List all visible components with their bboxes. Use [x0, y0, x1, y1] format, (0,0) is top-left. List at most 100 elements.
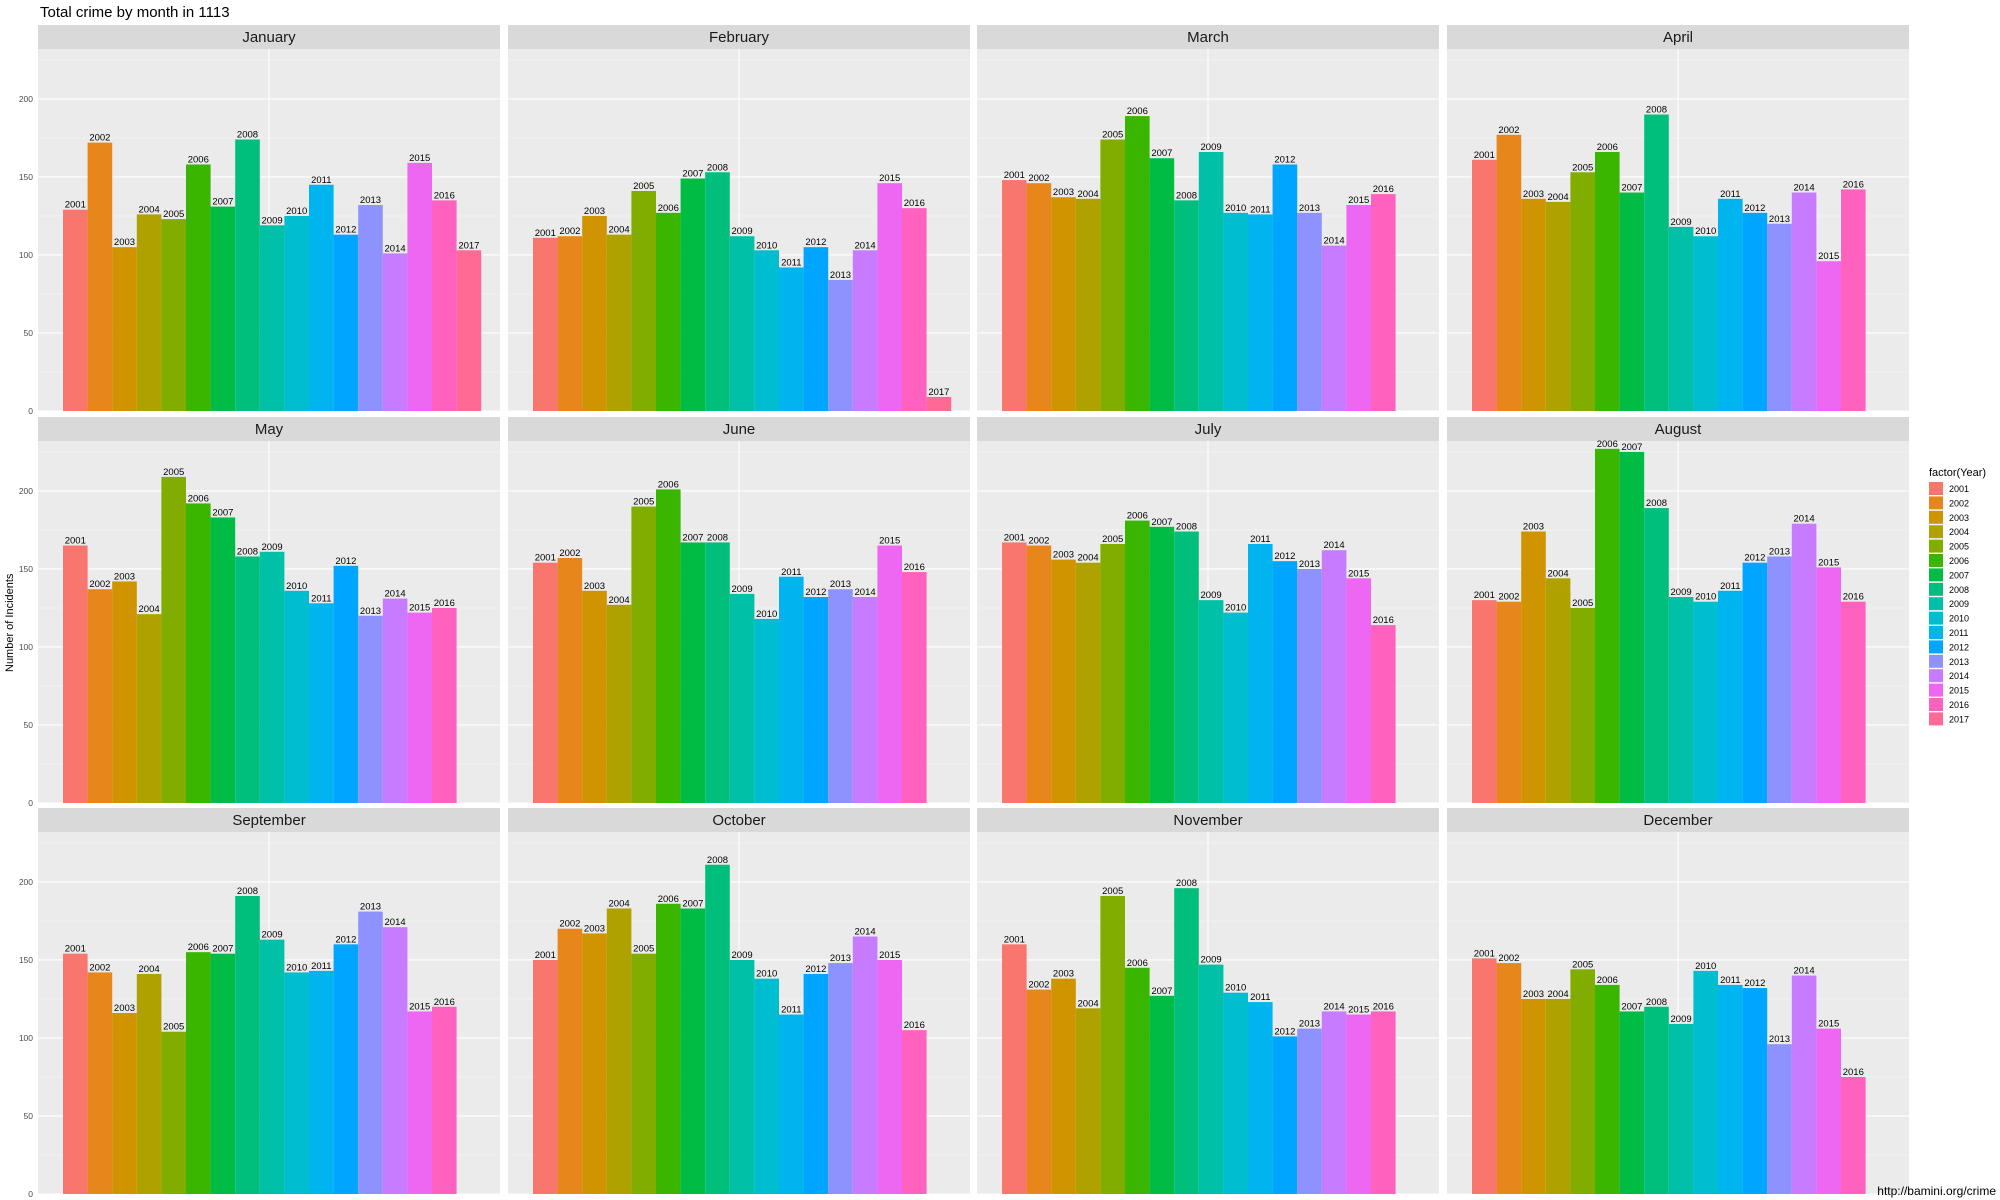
bar-2015	[1346, 1014, 1371, 1194]
bar-label-2007: 2007	[1621, 1001, 1642, 1012]
bar-2001	[1472, 958, 1497, 1194]
legend-label-2001: 2001	[1949, 484, 1969, 494]
facet-october: October 2001 2002 2003 2004 2005 2006 2007 2008 2…	[508, 808, 970, 1195]
legend-key-2001	[1929, 482, 1943, 495]
bar-label-2003: 2003	[584, 206, 605, 217]
bar-2015	[407, 612, 432, 803]
legend-title: factor(Year)	[1929, 467, 1986, 479]
bar-2005	[1570, 969, 1595, 1194]
bar-2012	[1272, 164, 1298, 411]
bar-2013	[828, 963, 853, 1194]
legend-key-2015	[1929, 683, 1943, 697]
bar-2008	[1174, 531, 1199, 803]
bar-2003	[582, 933, 607, 1194]
bar-label-2006: 2006	[658, 479, 679, 490]
bar-2008	[705, 172, 730, 411]
bar-2010	[284, 590, 309, 803]
bar-label-2003: 2003	[1523, 989, 1544, 1000]
bar-2015	[1816, 1028, 1841, 1194]
bar-2010	[1223, 612, 1248, 803]
bar-label-2013: 2013	[1299, 1019, 1320, 1030]
bar-label-2008: 2008	[1176, 522, 1197, 533]
bar-label-2004: 2004	[139, 604, 160, 615]
bar-label-2007: 2007	[1621, 442, 1642, 453]
bar-2008	[235, 895, 260, 1194]
bar-label-2012: 2012	[805, 964, 826, 975]
credit-link[interactable]: http://bamini.org/crime	[1877, 1184, 1996, 1198]
bar-2003	[1521, 531, 1546, 803]
bar-2008	[1644, 114, 1669, 411]
bar-2010	[754, 618, 779, 803]
bar-2016	[432, 607, 457, 803]
bar-label-2007: 2007	[212, 197, 233, 208]
bar-label-2007: 2007	[682, 169, 703, 180]
legend-key-2005	[1929, 539, 1943, 553]
bar-label-2016: 2016	[904, 562, 925, 573]
legend-label-2008: 2008	[1949, 585, 1969, 595]
facet-strip	[38, 808, 500, 832]
bar-label-2004: 2004	[1548, 989, 1569, 1000]
bar-label-2003: 2003	[584, 581, 605, 592]
bar-label-2012: 2012	[1744, 553, 1765, 564]
facet-strip	[508, 417, 970, 441]
bar-label-2002: 2002	[89, 962, 110, 973]
bar-label-2007: 2007	[682, 898, 703, 909]
bar-label-2011: 2011	[1250, 534, 1270, 545]
bar-label-2004: 2004	[609, 898, 630, 909]
facet-strip-label: November	[1173, 812, 1242, 829]
bar-label-2010: 2010	[1695, 226, 1716, 237]
bar-label-2010: 2010	[1225, 983, 1246, 994]
bar-2002	[87, 589, 113, 803]
bar-2005	[1100, 139, 1125, 411]
bar-2004	[1545, 998, 1571, 1194]
bar-label-2007: 2007	[1151, 148, 1172, 159]
bar-label-2009: 2009	[262, 542, 283, 553]
bar-label-2011: 2011	[781, 257, 801, 268]
bar-label-2009: 2009	[732, 950, 753, 961]
bar-label-2003: 2003	[1053, 550, 1074, 561]
bar-label-2008: 2008	[707, 532, 728, 543]
bar-label-2002: 2002	[559, 226, 580, 237]
bar-label-2004: 2004	[1078, 553, 1099, 564]
bar-label-2002: 2002	[1028, 980, 1049, 991]
bar-label-2011: 2011	[311, 961, 331, 972]
bar-label-2015: 2015	[409, 603, 430, 614]
bar-label-2003: 2003	[584, 923, 605, 934]
bar-2007	[210, 517, 236, 803]
bar-2012	[1742, 562, 1768, 803]
bar-2007	[680, 908, 706, 1194]
bar-label-2008: 2008	[1646, 105, 1667, 116]
facet-strip	[1447, 808, 1909, 832]
bar-2007	[1619, 1011, 1645, 1194]
bar-2014	[382, 598, 408, 803]
bar-2001	[1002, 944, 1027, 1194]
bar-2008	[705, 542, 730, 803]
legend-label-2010: 2010	[1949, 614, 1969, 624]
y-tick-label: 50	[24, 1111, 34, 1121]
bar-2008	[705, 864, 730, 1194]
bar-2011	[1718, 590, 1743, 803]
bar-label-2015: 2015	[879, 536, 900, 547]
bar-2009	[1198, 151, 1224, 411]
bar-label-2010: 2010	[756, 609, 777, 620]
bar-2014	[1791, 192, 1817, 411]
bar-2002	[1496, 601, 1522, 803]
bar-label-2004: 2004	[1548, 192, 1569, 203]
bar-2013	[358, 205, 383, 411]
bar-label-2006: 2006	[188, 154, 209, 165]
bar-2002	[1026, 545, 1052, 803]
bar-2010	[1223, 992, 1248, 1194]
legend: factor(Year) 2001 2002 2003 2004 2005 2006 2007…	[1929, 467, 1986, 726]
bar-2002	[1026, 183, 1052, 411]
bar-2003	[1051, 559, 1076, 803]
bar-label-2009: 2009	[1201, 955, 1222, 966]
bar-2015	[407, 1011, 432, 1194]
legend-key-2006	[1929, 554, 1943, 567]
bar-2005	[161, 1031, 186, 1194]
bar-2007	[210, 206, 236, 411]
bar-2005	[1100, 543, 1125, 803]
bar-2010	[754, 978, 779, 1194]
bar-label-2013: 2013	[830, 270, 851, 281]
bar-2006	[656, 212, 681, 411]
bar-label-2012: 2012	[805, 587, 826, 598]
